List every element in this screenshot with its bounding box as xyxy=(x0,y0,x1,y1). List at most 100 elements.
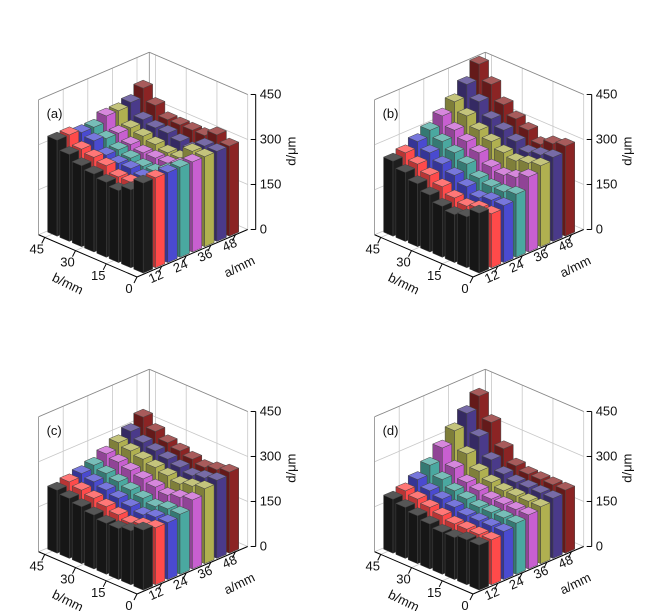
bar-top-face xyxy=(456,445,477,455)
bar-side-face xyxy=(420,190,431,253)
bar-top-face xyxy=(395,482,416,492)
bar-front-face xyxy=(565,485,575,554)
bar-side-face xyxy=(108,524,119,580)
a-tick xyxy=(158,266,163,273)
b-tick-label: 15 xyxy=(91,585,105,600)
b-tick-label: 0 xyxy=(125,598,132,611)
bar-top-face xyxy=(419,144,441,154)
bar-top-face xyxy=(382,152,404,162)
bar-side-face xyxy=(420,519,431,570)
bar-side-face xyxy=(395,168,406,242)
bar-top-face xyxy=(96,445,117,455)
bar-top-face xyxy=(120,462,141,471)
b-axis-line xyxy=(38,234,138,278)
bar-top-face xyxy=(407,175,428,184)
bar-top-face xyxy=(157,500,178,510)
a-tick xyxy=(182,255,187,263)
b-axis-line xyxy=(374,234,474,278)
bar-a6-b0 xyxy=(469,204,490,274)
box-edge xyxy=(374,51,486,101)
bar-side-face xyxy=(469,540,480,591)
bar-top-face xyxy=(71,157,92,166)
bar-top-face xyxy=(432,490,453,500)
bar-top-face xyxy=(518,506,539,516)
bar-top-face xyxy=(182,121,203,131)
bar-top-face xyxy=(59,473,80,483)
b-tick xyxy=(133,276,138,284)
a-tick xyxy=(231,551,236,558)
bar-front-face xyxy=(167,518,178,580)
bar-side-face xyxy=(457,212,468,269)
bar-top-face xyxy=(120,149,141,159)
bar-side-face xyxy=(444,533,455,580)
bar-top-face xyxy=(108,102,129,112)
bar-top-face xyxy=(481,490,502,500)
bar-top-face xyxy=(493,144,514,154)
bar-top-face xyxy=(194,480,215,489)
a-tick xyxy=(207,245,212,252)
bar-top-face xyxy=(108,141,129,151)
bar-top-face xyxy=(432,178,453,187)
b-tick xyxy=(377,554,382,561)
bar-front-face xyxy=(515,518,526,575)
d-axis-label: d/μm xyxy=(284,137,299,166)
bar-top-face xyxy=(108,506,129,516)
bar-top-face xyxy=(169,505,191,515)
bar-top-face xyxy=(219,137,240,147)
bar-front-face xyxy=(155,523,166,586)
b-axis-label: b/mm xyxy=(386,270,422,298)
bar-top-face xyxy=(120,442,141,452)
bar-top-face xyxy=(456,531,477,541)
bar-top-face xyxy=(206,143,228,152)
bar-top-face xyxy=(432,439,453,449)
bar-side-face xyxy=(47,135,58,237)
bar-top-face xyxy=(481,504,502,513)
bar-top-face xyxy=(83,118,105,128)
bar-side-face xyxy=(71,502,82,565)
bar-top-face xyxy=(157,164,178,173)
bar-top-face xyxy=(120,160,141,169)
a-tick-label: 48 xyxy=(220,552,239,572)
bar-top-face xyxy=(542,476,564,486)
a-tick-label: 36 xyxy=(531,245,550,265)
d-axis-label: d/μm xyxy=(620,137,635,166)
bar-top-face xyxy=(108,473,129,483)
b-tick-label: 45 xyxy=(366,241,380,256)
bar-top-face xyxy=(456,520,477,530)
d-tick-label: 450 xyxy=(260,86,282,101)
bar-top-face xyxy=(120,498,141,507)
box-edge xyxy=(485,51,584,95)
bar-side-face xyxy=(108,186,119,263)
b-tick xyxy=(438,580,443,588)
bars xyxy=(46,408,240,591)
bar-top-face xyxy=(481,133,502,142)
bar-top-face xyxy=(518,479,539,489)
bar-top-face xyxy=(481,517,502,527)
bar-top-face xyxy=(456,155,477,165)
b-tick-label: 30 xyxy=(60,255,74,270)
b-tick-label: 0 xyxy=(125,281,132,296)
b-tick-label: 15 xyxy=(91,268,105,283)
bar-top-face xyxy=(456,490,477,500)
d-tick-label: 300 xyxy=(596,131,618,146)
bar-top-face xyxy=(83,132,105,142)
b-axis-label: b/mm xyxy=(50,270,86,298)
bar-top-face xyxy=(145,478,166,488)
bar-top-face xyxy=(530,157,551,166)
gridline xyxy=(149,413,248,457)
bar-top-face xyxy=(194,137,215,147)
bar-top-face xyxy=(432,507,453,516)
bar-front-face xyxy=(192,157,203,253)
bar-top-face xyxy=(169,158,191,168)
a-tick xyxy=(518,255,523,263)
b-tick-label: 30 xyxy=(396,572,410,587)
d-tick-label: 300 xyxy=(260,448,282,463)
bar-top-face xyxy=(469,512,490,522)
bar-top-face xyxy=(456,76,477,85)
d-tick-label: 0 xyxy=(260,538,267,553)
bar-front-face xyxy=(229,467,239,554)
bar-a6-b0 xyxy=(469,536,490,591)
bar-front-face xyxy=(155,173,166,269)
panel-label: (b) xyxy=(383,106,399,121)
